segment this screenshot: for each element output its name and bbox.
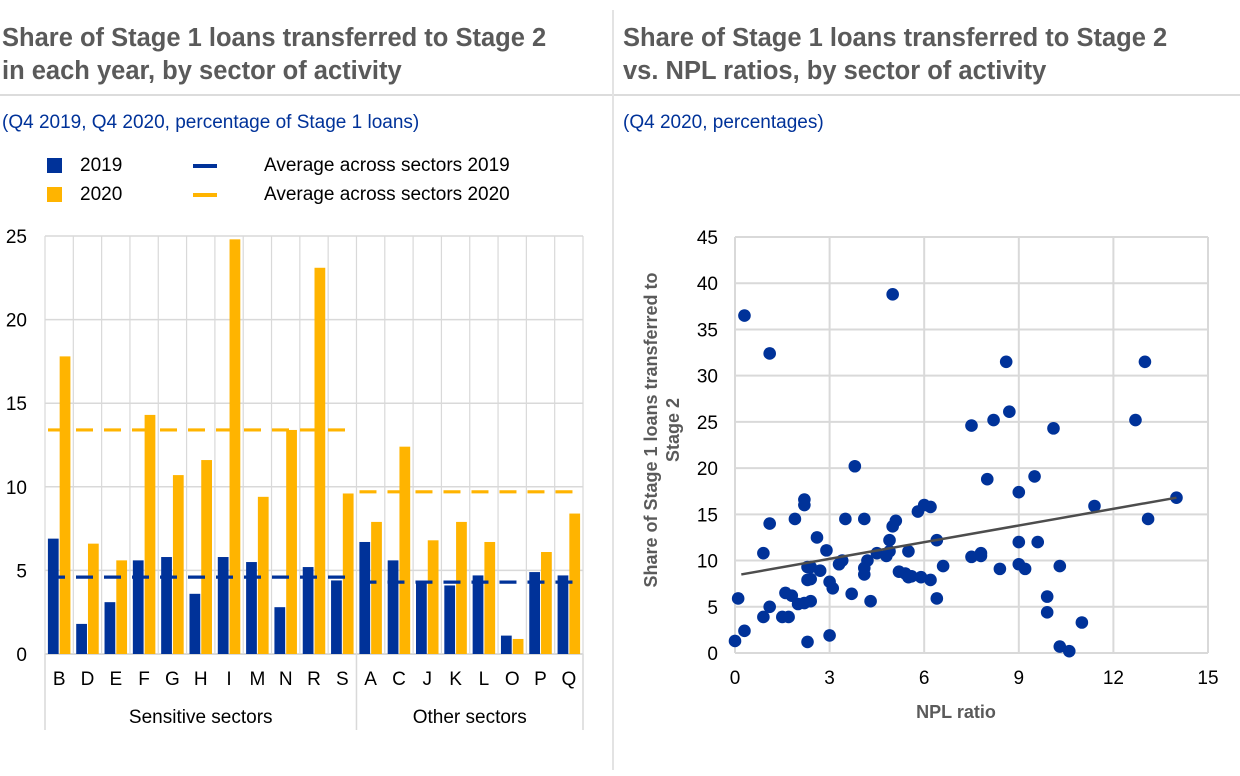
bar-x-tick-label: E (109, 669, 122, 690)
bar-2020-J (427, 540, 439, 654)
bar-x-tick-label: B (53, 669, 66, 690)
bar-2019-G (161, 557, 172, 654)
bar-2019-C (387, 560, 399, 654)
bar-x-tick-label: I (226, 669, 231, 690)
legend-label-2020: 2020 (80, 184, 123, 205)
bar-y-tick-label: 5 (16, 561, 27, 582)
bar-chart-y-ticks: 0 5 10 15 20 25 (6, 227, 27, 666)
bar-chart-bars (47, 239, 581, 654)
bar-2020-R (314, 267, 326, 654)
bar-x-tick-label: N (279, 669, 293, 690)
right-chart-title: Share of Stage 1 loans transferred to St… (623, 22, 1167, 88)
bar-x-tick-label: M (249, 669, 265, 690)
bar-2020-F (144, 414, 156, 654)
legend-line-avg-2019 (193, 164, 217, 168)
bar-2020-G (172, 475, 184, 654)
legend-label-avg-2019: Average across sectors 2019 (264, 155, 510, 176)
right-title-line-2: vs. NPL ratios, by sector of activity (623, 57, 1047, 85)
bar-2019-N (274, 607, 286, 654)
bar-2020-O (512, 638, 524, 654)
right-chart-subtitle: (Q4 2020, percentages) (623, 112, 824, 133)
bar-y-tick-label: 0 (16, 645, 27, 666)
bar-2019-D (76, 623, 87, 654)
bar-x-tick-label: O (505, 669, 520, 690)
bar-x-tick-label: J (423, 669, 433, 690)
bar-x-tick-label: S (336, 669, 349, 690)
bar-y-tick-label: 10 (6, 478, 27, 499)
legend-swatch-2020 (47, 187, 62, 202)
bar-2019-L (472, 575, 484, 654)
bar-2019-E (104, 602, 116, 654)
bar-2019-Q (557, 575, 569, 654)
bar-2020-Q (569, 513, 581, 654)
bar-2020-K (456, 521, 467, 654)
bar-2019-S (331, 580, 342, 654)
bar-2019-O (500, 635, 512, 654)
bar-x-tick-label: R (307, 669, 321, 690)
bar-2020-L (484, 541, 496, 654)
right-title-line-1: Share of Stage 1 loans transferred to St… (623, 24, 1168, 52)
bar-2019-R (302, 567, 314, 654)
bar-2019-H (189, 593, 201, 654)
bar-2020-M (257, 496, 269, 654)
bar-2020-I (229, 239, 241, 654)
bar-x-tick-label: L (479, 669, 490, 690)
bar-2019-K (444, 585, 456, 654)
right-title-divider (614, 94, 1240, 96)
bar-2019-F (132, 560, 144, 654)
bar-chart: 0 5 10 15 20 25 B D E F G H I M N R S A C J K L O P Q Sensitive … (6, 227, 584, 730)
bar-group-label: Sensitive sectors (129, 707, 273, 728)
bar-x-tick-label: H (194, 669, 208, 690)
bar-2020-C (399, 446, 411, 654)
bar-2020-D (87, 543, 99, 654)
bar-2020-B (59, 356, 71, 654)
bar-chart-average-lines (48, 428, 580, 584)
legend-line-avg-2020 (193, 193, 217, 197)
legend-label-2019: 2019 (80, 155, 123, 176)
bar-2019-P (529, 572, 541, 654)
bar-chart-x-labels: B D E F G H I M N R S A C J K L O P Q Sensitive sectors Othe… (53, 669, 576, 728)
bar-2019-M (246, 562, 257, 654)
bar-x-tick-label: P (534, 669, 547, 690)
left-title-line-1: Share of Stage 1 loans transferred to St… (2, 24, 547, 52)
bar-x-tick-label: C (392, 669, 406, 690)
bar-2019-I (217, 557, 229, 654)
left-chart-subtitle: (Q4 2019, Q4 2020, percentage of Stage 1… (2, 112, 420, 133)
bar-2019-J (416, 582, 427, 654)
bar-2020-S (342, 493, 354, 654)
bar-x-tick-label: D (81, 669, 95, 690)
bar-2020-E (116, 560, 128, 654)
bar-y-tick-label: 20 (6, 311, 27, 332)
bar-y-tick-label: 15 (6, 394, 27, 415)
bar-chart-grid (44, 235, 584, 730)
panel-divider (612, 10, 614, 770)
bar-2020-N (286, 429, 297, 654)
bar-2019-B (47, 538, 59, 654)
left-panel: Share of Stage 1 loans transferred to St… (0, 0, 612, 776)
bar-2020-P (541, 552, 552, 654)
bar-x-tick-label: G (165, 669, 180, 690)
bar-2020-A (371, 521, 382, 654)
legend-swatch-2019 (47, 158, 62, 173)
bar-group-label: Other sectors (413, 707, 527, 728)
bar-2019-A (359, 541, 371, 654)
bar-x-tick-label: A (364, 669, 377, 690)
bar-x-tick-label: F (138, 669, 150, 690)
legend-label-avg-2020: Average across sectors 2020 (264, 184, 510, 205)
bar-x-tick-label: Q (561, 669, 576, 690)
bar-2020-H (201, 460, 212, 654)
bar-y-tick-label: 25 (6, 227, 27, 248)
bar-x-tick-label: K (449, 669, 462, 690)
left-chart-title: Share of Stage 1 loans transferred to St… (2, 22, 546, 88)
left-title-divider (0, 94, 612, 96)
left-title-line-2: in each year, by sector of activity (2, 57, 402, 85)
right-panel: Share of Stage 1 loans transferred to St… (614, 0, 1240, 776)
